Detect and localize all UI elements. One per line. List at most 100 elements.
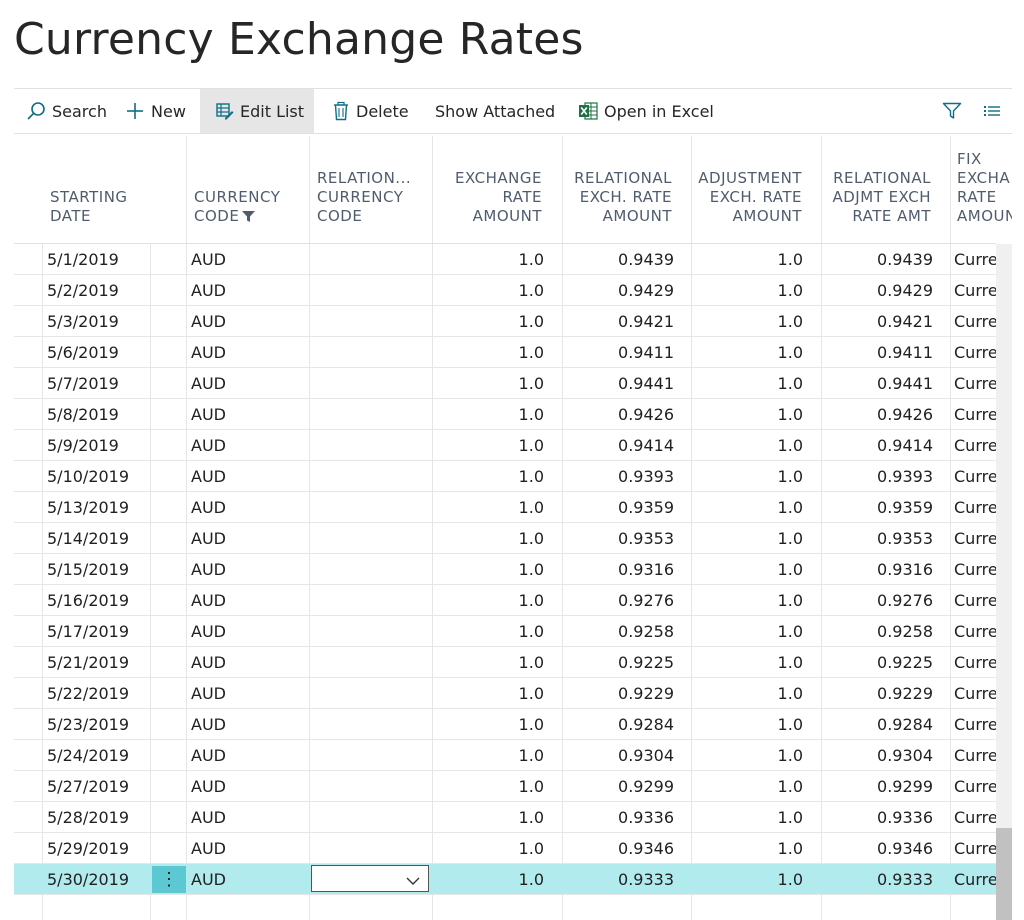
show-attached-button[interactable]: Show Attached: [435, 89, 555, 133]
relational-adjmt-exch-rate-amt-cell[interactable]: 0.9304: [877, 746, 933, 765]
currency-code-cell[interactable]: AUD: [191, 312, 226, 331]
adjustment-exch-rate-amount-cell[interactable]: 1.0: [777, 870, 803, 889]
fix-exchange-rate-amount-cell[interactable]: Curre: [954, 560, 996, 579]
adjustment-exch-rate-amount-cell[interactable]: 1.0: [777, 343, 803, 362]
table-row[interactable]: 5/3/2019 AUD 1.0 0.9421 1.0 0.9421 Curre: [14, 306, 996, 337]
fix-exchange-rate-amount-cell[interactable]: Curre: [954, 746, 996, 765]
relational-adjmt-exch-rate-amt-cell[interactable]: 0.9421: [877, 312, 933, 331]
starting-date-cell[interactable]: 5/2/2019: [47, 281, 119, 300]
exchange-rate-amount-cell[interactable]: 1.0: [518, 250, 544, 269]
exchange-rate-amount-cell[interactable]: 1.0: [518, 622, 544, 641]
fix-exchange-rate-amount-cell[interactable]: Curre: [954, 374, 996, 393]
adjustment-exch-rate-amount-cell[interactable]: 1.0: [777, 529, 803, 548]
relational-exch-rate-amount-cell[interactable]: 0.9225: [618, 653, 674, 672]
relational-adjmt-exch-rate-amt-cell[interactable]: 0.9346: [877, 839, 933, 858]
exchange-rate-amount-cell[interactable]: 1.0: [518, 374, 544, 393]
table-row[interactable]: 5/22/2019 AUD 1.0 0.9229 1.0 0.9229 Curre: [14, 678, 996, 709]
currency-code-cell[interactable]: AUD: [191, 684, 226, 703]
starting-date-cell[interactable]: 5/30/2019: [47, 870, 130, 889]
adjustment-exch-rate-amount-cell[interactable]: 1.0: [777, 498, 803, 517]
table-row[interactable]: 5/9/2019 AUD 1.0 0.9414 1.0 0.9414 Curre: [14, 430, 996, 461]
starting-date-cell[interactable]: 5/3/2019: [47, 312, 119, 331]
currency-code-cell[interactable]: AUD: [191, 529, 226, 548]
adjustment-exch-rate-amount-cell[interactable]: 1.0: [777, 467, 803, 486]
relational-adjmt-exch-rate-amt-cell[interactable]: 0.9336: [877, 808, 933, 827]
table-row[interactable]: 5/17/2019 AUD 1.0 0.9258 1.0 0.9258 Curre: [14, 616, 996, 647]
adjustment-exch-rate-amount-cell[interactable]: 1.0: [777, 653, 803, 672]
starting-date-cell[interactable]: 5/27/2019: [47, 777, 130, 796]
starting-date-cell[interactable]: 5/14/2019: [47, 529, 130, 548]
starting-date-cell[interactable]: 5/15/2019: [47, 560, 130, 579]
adjustment-exch-rate-amount-cell[interactable]: 1.0: [777, 839, 803, 858]
column-header-exchange-rate-amount[interactable]: EXCHANGE RATE AMOUNT: [455, 169, 542, 225]
relational-currency-code-dropdown[interactable]: [311, 865, 429, 892]
adjustment-exch-rate-amount-cell[interactable]: 1.0: [777, 777, 803, 796]
currency-code-cell[interactable]: AUD: [191, 467, 226, 486]
relational-exch-rate-amount-cell[interactable]: 0.9276: [618, 591, 674, 610]
relational-exch-rate-amount-cell[interactable]: 0.9393: [618, 467, 674, 486]
starting-date-cell[interactable]: 5/6/2019: [47, 343, 119, 362]
table-row[interactable]: 5/21/2019 AUD 1.0 0.9225 1.0 0.9225 Curre: [14, 647, 996, 678]
adjustment-exch-rate-amount-cell[interactable]: 1.0: [777, 281, 803, 300]
exchange-rate-amount-cell[interactable]: 1.0: [518, 746, 544, 765]
starting-date-cell[interactable]: 5/10/2019: [47, 467, 130, 486]
row-actions-button[interactable]: ⋮: [152, 866, 186, 893]
relational-exch-rate-amount-cell[interactable]: 0.9346: [618, 839, 674, 858]
scrollbar-thumb[interactable]: [996, 828, 1012, 920]
column-header-starting-date[interactable]: STARTING DATE: [50, 188, 128, 225]
fix-exchange-rate-amount-cell[interactable]: Curre: [954, 653, 996, 672]
exchange-rate-amount-cell[interactable]: 1.0: [518, 498, 544, 517]
exchange-rate-amount-cell[interactable]: 1.0: [518, 467, 544, 486]
relational-adjmt-exch-rate-amt-cell[interactable]: 0.9411: [877, 343, 933, 362]
exchange-rate-amount-cell[interactable]: 1.0: [518, 839, 544, 858]
table-row[interactable]: 5/7/2019 AUD 1.0 0.9441 1.0 0.9441 Curre: [14, 368, 996, 399]
fix-exchange-rate-amount-cell[interactable]: Curre: [954, 405, 996, 424]
relational-exch-rate-amount-cell[interactable]: 0.9284: [618, 715, 674, 734]
fix-exchange-rate-amount-cell[interactable]: Curre: [954, 281, 996, 300]
currency-code-cell[interactable]: AUD: [191, 374, 226, 393]
exchange-rate-amount-cell[interactable]: 1.0: [518, 591, 544, 610]
column-header-relational-adjmt-exch-rate-amt[interactable]: RELATIONAL ADJMT EXCH RATE AMT: [832, 169, 931, 225]
relational-adjmt-exch-rate-amt-cell[interactable]: 0.9353: [877, 529, 933, 548]
table-row[interactable]: 5/13/2019 AUD 1.0 0.9359 1.0 0.9359 Curre: [14, 492, 996, 523]
currency-code-cell[interactable]: AUD: [191, 560, 226, 579]
starting-date-cell[interactable]: 5/1/2019: [47, 250, 119, 269]
currency-code-cell[interactable]: AUD: [191, 653, 226, 672]
table-row[interactable]: 5/23/2019 AUD 1.0 0.9284 1.0 0.9284 Curre: [14, 709, 996, 740]
adjustment-exch-rate-amount-cell[interactable]: 1.0: [777, 250, 803, 269]
relational-adjmt-exch-rate-amt-cell[interactable]: 0.9359: [877, 498, 933, 517]
starting-date-cell[interactable]: 5/8/2019: [47, 405, 119, 424]
exchange-rate-amount-cell[interactable]: 1.0: [518, 405, 544, 424]
exchange-rate-amount-cell[interactable]: 1.0: [518, 529, 544, 548]
table-row[interactable]: 5/2/2019 AUD 1.0 0.9429 1.0 0.9429 Curre: [14, 275, 996, 306]
exchange-rate-amount-cell[interactable]: 1.0: [518, 312, 544, 331]
exchange-rate-amount-cell[interactable]: 1.0: [518, 684, 544, 703]
adjustment-exch-rate-amount-cell[interactable]: 1.0: [777, 746, 803, 765]
fix-exchange-rate-amount-cell[interactable]: Curre: [954, 498, 996, 517]
adjustment-exch-rate-amount-cell[interactable]: 1.0: [777, 622, 803, 641]
starting-date-cell[interactable]: 5/29/2019: [47, 839, 130, 858]
exchange-rate-amount-cell[interactable]: 1.0: [518, 715, 544, 734]
adjustment-exch-rate-amount-cell[interactable]: 1.0: [777, 808, 803, 827]
relational-adjmt-exch-rate-amt-cell[interactable]: 0.9299: [877, 777, 933, 796]
search-button[interactable]: Search: [14, 89, 119, 133]
adjustment-exch-rate-amount-cell[interactable]: 1.0: [777, 374, 803, 393]
relational-exch-rate-amount-cell[interactable]: 0.9441: [618, 374, 674, 393]
relational-exch-rate-amount-cell[interactable]: 0.9439: [618, 250, 674, 269]
currency-code-cell[interactable]: AUD: [191, 715, 226, 734]
starting-date-cell[interactable]: 5/9/2019: [47, 436, 119, 455]
currency-code-cell[interactable]: AUD: [191, 343, 226, 362]
table-row-selected[interactable]: 5/30/2019 AUD 1.0 0.9333 1.0 0.9333 Curre ⋮: [14, 864, 996, 895]
currency-code-cell[interactable]: AUD: [191, 591, 226, 610]
currency-code-cell[interactable]: AUD: [191, 839, 226, 858]
column-header-adjustment-exch-rate-amount[interactable]: ADJUSTMENT EXCH. RATE AMOUNT: [698, 169, 802, 225]
relational-exch-rate-amount-cell[interactable]: 0.9429: [618, 281, 674, 300]
starting-date-cell[interactable]: 5/28/2019: [47, 808, 130, 827]
starting-date-cell[interactable]: 5/24/2019: [47, 746, 130, 765]
fix-exchange-rate-amount-cell[interactable]: Curre: [954, 715, 996, 734]
relational-exch-rate-amount-cell[interactable]: 0.9426: [618, 405, 674, 424]
fix-exchange-rate-amount-cell[interactable]: Curre: [954, 343, 996, 362]
relational-exch-rate-amount-cell[interactable]: 0.9359: [618, 498, 674, 517]
relational-adjmt-exch-rate-amt-cell[interactable]: 0.9414: [877, 436, 933, 455]
currency-code-cell[interactable]: AUD: [191, 746, 226, 765]
